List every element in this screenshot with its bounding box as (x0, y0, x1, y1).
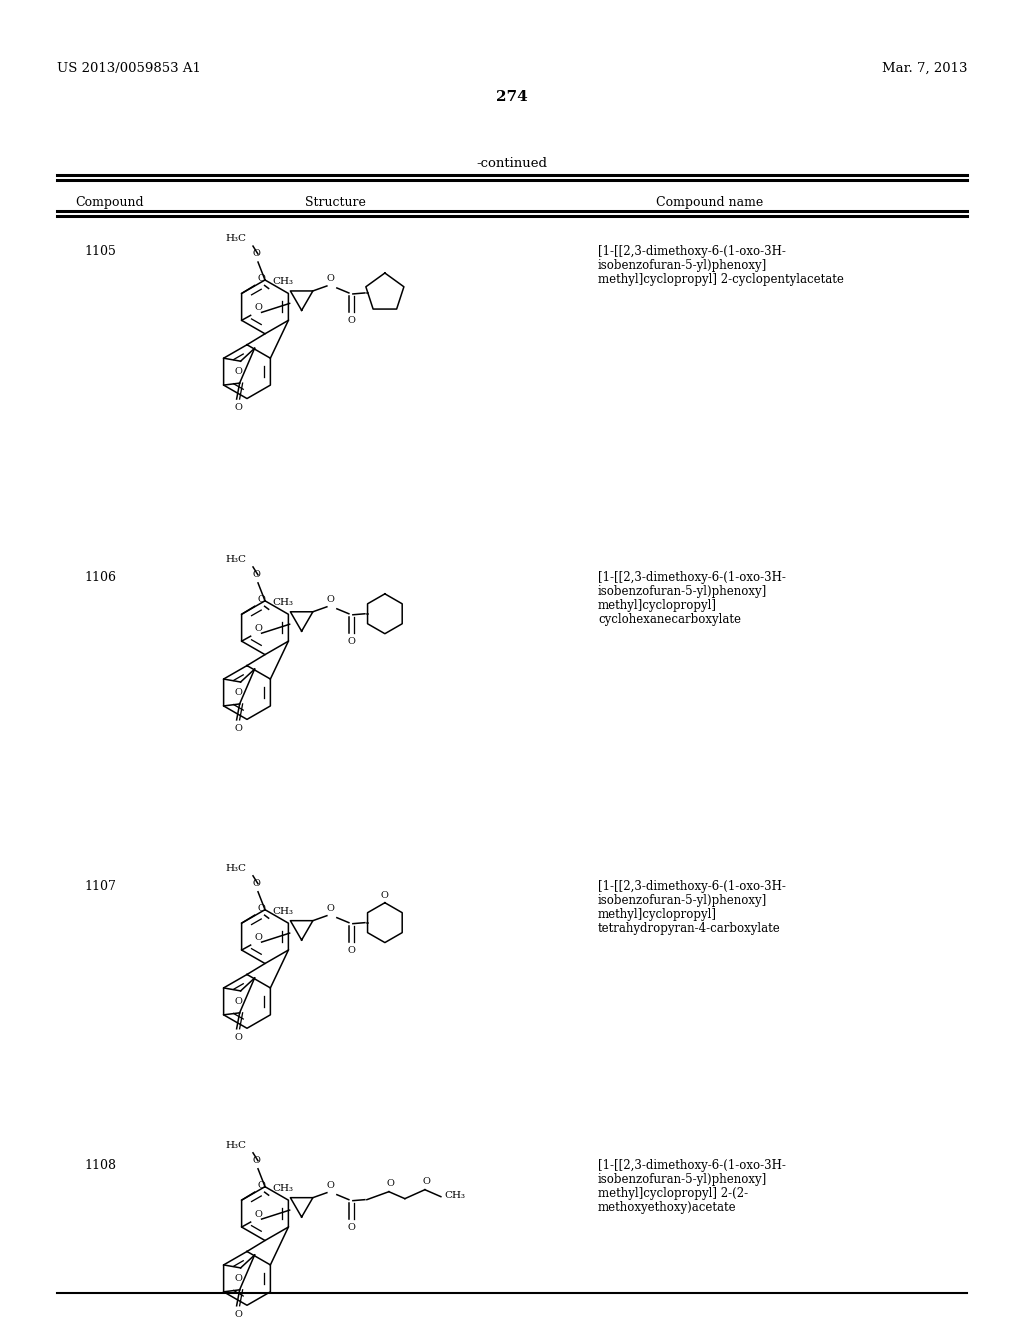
Text: O: O (234, 688, 243, 697)
Text: O: O (381, 891, 389, 900)
Text: 274: 274 (496, 90, 528, 104)
Text: [1-[[2,3-dimethoxy-6-(1-oxo-3H-: [1-[[2,3-dimethoxy-6-(1-oxo-3H- (598, 1159, 785, 1172)
Text: O: O (234, 1309, 243, 1319)
Text: O: O (258, 1181, 265, 1191)
Text: O: O (255, 1210, 262, 1220)
Text: cyclohexanecarboxylate: cyclohexanecarboxylate (598, 612, 741, 626)
Text: 1107: 1107 (84, 880, 116, 892)
Text: O: O (252, 570, 260, 579)
Text: CH₃: CH₃ (272, 1184, 294, 1193)
Text: 1105: 1105 (84, 246, 116, 259)
Text: Compound: Compound (76, 197, 144, 210)
Text: H₃C: H₃C (225, 863, 246, 873)
Text: CH₃: CH₃ (272, 907, 294, 916)
Text: isobenzofuran-5-yl)phenoxy]: isobenzofuran-5-yl)phenoxy] (598, 259, 767, 272)
Text: [1-[[2,3-dimethoxy-6-(1-oxo-3H-: [1-[[2,3-dimethoxy-6-(1-oxo-3H- (598, 880, 785, 892)
Text: O: O (252, 249, 260, 259)
Text: H₃C: H₃C (225, 554, 246, 564)
Text: H₃C: H₃C (225, 1140, 246, 1150)
Text: O: O (255, 304, 262, 313)
Text: CH₃: CH₃ (272, 277, 294, 286)
Text: isobenzofuran-5-yl)phenoxy]: isobenzofuran-5-yl)phenoxy] (598, 1172, 767, 1185)
Text: O: O (252, 1156, 260, 1164)
Text: [1-[[2,3-dimethoxy-6-(1-oxo-3H-: [1-[[2,3-dimethoxy-6-(1-oxo-3H- (598, 246, 785, 259)
Text: O: O (255, 933, 262, 942)
Text: O: O (348, 315, 355, 325)
Text: [1-[[2,3-dimethoxy-6-(1-oxo-3H-: [1-[[2,3-dimethoxy-6-(1-oxo-3H- (598, 572, 785, 583)
Text: O: O (252, 879, 260, 888)
Text: -continued: -continued (476, 157, 548, 170)
Text: Mar. 7, 2013: Mar. 7, 2013 (882, 62, 967, 75)
Text: H₃C: H₃C (225, 234, 246, 243)
Text: O: O (327, 595, 335, 603)
Text: methoxyethoxy)acetate: methoxyethoxy)acetate (598, 1201, 736, 1213)
Text: O: O (327, 904, 335, 912)
Text: O: O (423, 1176, 431, 1185)
Text: O: O (234, 1032, 243, 1041)
Text: O: O (348, 945, 355, 954)
Text: 1106: 1106 (84, 572, 116, 583)
Text: tetrahydropyran-4-carboxylate: tetrahydropyran-4-carboxylate (598, 921, 780, 935)
Text: O: O (234, 367, 243, 376)
Text: US 2013/0059853 A1: US 2013/0059853 A1 (57, 62, 201, 75)
Text: O: O (234, 723, 243, 733)
Text: O: O (258, 275, 265, 284)
Text: O: O (255, 624, 262, 634)
Text: isobenzofuran-5-yl)phenoxy]: isobenzofuran-5-yl)phenoxy] (598, 585, 767, 598)
Text: O: O (327, 1180, 335, 1189)
Text: methyl]cyclopropyl] 2-cyclopentylacetate: methyl]cyclopropyl] 2-cyclopentylacetate (598, 273, 844, 286)
Text: Compound name: Compound name (656, 197, 764, 210)
Text: methyl]cyclopropyl]: methyl]cyclopropyl] (598, 908, 717, 921)
Text: CH₃: CH₃ (272, 598, 294, 607)
Text: O: O (234, 1274, 243, 1283)
Text: O: O (348, 1222, 355, 1232)
Text: CH₃: CH₃ (443, 1191, 465, 1200)
Text: O: O (327, 275, 335, 282)
Text: methyl]cyclopropyl] 2-(2-: methyl]cyclopropyl] 2-(2- (598, 1187, 749, 1200)
Text: O: O (387, 1179, 395, 1188)
Text: methyl]cyclopropyl]: methyl]cyclopropyl] (598, 599, 717, 612)
Text: O: O (258, 595, 265, 605)
Text: O: O (348, 636, 355, 645)
Text: O: O (258, 904, 265, 913)
Text: O: O (234, 403, 243, 412)
Text: O: O (234, 997, 243, 1006)
Text: Structure: Structure (304, 197, 366, 210)
Text: 1108: 1108 (84, 1159, 116, 1172)
Text: isobenzofuran-5-yl)phenoxy]: isobenzofuran-5-yl)phenoxy] (598, 894, 767, 907)
